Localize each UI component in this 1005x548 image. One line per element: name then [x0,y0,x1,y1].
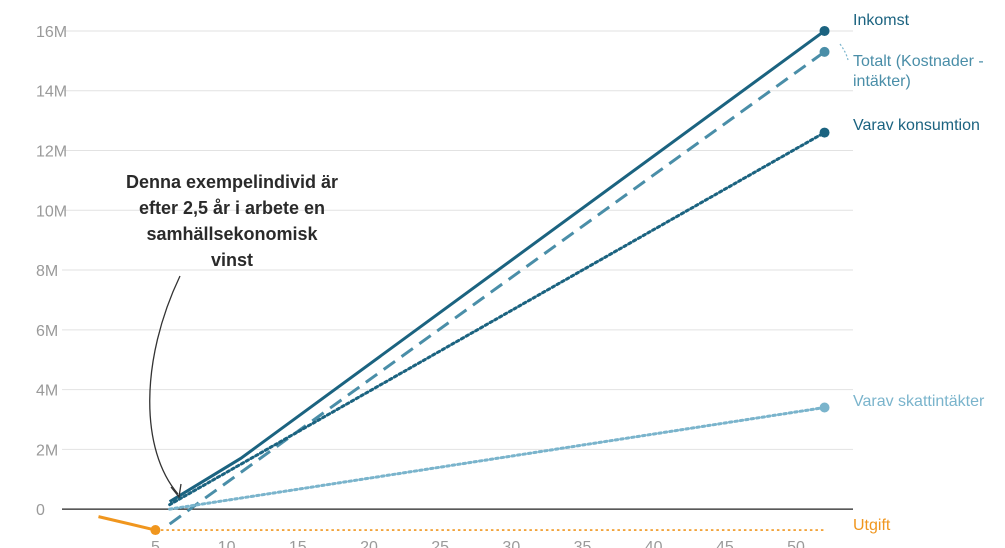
y-tick-label: 6M [36,323,58,340]
x-tick-label: 45 [716,539,734,548]
series-point-varav-konsumtion [819,127,830,138]
y-tick-label: 8M [36,263,58,280]
series-line-utgift [98,515,156,532]
annotation-arrowhead [170,483,182,499]
x-tick-label: 30 [502,539,520,548]
totalt-label-leader [839,43,849,61]
series-line-varav-skattintäkter [168,406,827,511]
y-tick-label: 2M [36,442,58,459]
y-tick-label: 10M [36,203,67,220]
series-line-inkomst [168,29,826,503]
x-tick-label: 15 [289,539,307,548]
series-point-varav-skattintäkter [819,402,830,413]
label-konsumtion: Varav konsumtion [853,117,980,134]
series-line-varav-konsumtion [168,131,827,507]
series-layer [98,25,830,536]
x-tick-label: 25 [431,539,449,548]
annotation-line-1: Denna exempelindivid är [126,172,338,192]
x-tick-label: 10 [218,539,236,548]
label-skatt: Varav skattintäkter [853,393,985,410]
series-point-utgift [150,525,161,536]
annotation-line-4: vinst [211,250,253,270]
label-totalt-line1: Totalt (Kostnader - [853,53,984,70]
x-tick-label: 35 [574,539,592,548]
label-inkomst: Inkomst [853,12,910,29]
y-tick-label: 14M [36,84,67,101]
label-utgift: Utgift [853,517,891,534]
grid-layer: 0 2M 4M 6M 8M 10M 12M 14M 16M 5 10 15 20 25 30 35 40 45 50 [36,24,853,548]
y-tick-label: 16M [36,24,67,41]
series-point-totalt-kostnader-intäkter [819,46,830,57]
annotation-line-3: samhällsekonomisk [146,224,318,244]
y-tick-label: 0 [36,502,45,519]
series-point-inkomst [819,25,830,36]
series-line-totalt-kostnader-intäkter [168,50,826,526]
x-tick-label: 50 [787,539,805,548]
label-totalt-line2: intäkter) [853,73,911,90]
y-tick-label: 4M [36,383,58,400]
annotation-arrow [149,275,181,495]
annotation-line-2: efter 2,5 år i arbete en [139,198,325,218]
y-tick-label: 12M [36,144,67,161]
x-tick-label: 20 [360,539,378,548]
x-tick-label: 5 [151,539,160,548]
x-tick-label: 40 [645,539,663,548]
